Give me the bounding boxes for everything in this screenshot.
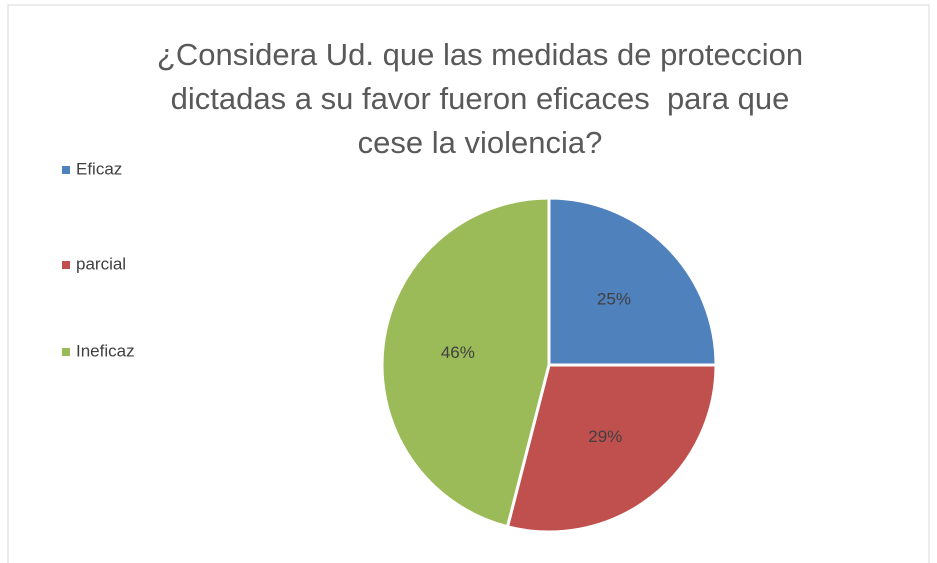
data-label: 29% bbox=[588, 427, 622, 446]
data-label: 25% bbox=[597, 290, 631, 309]
chart-title: ¿Considera Ud. que las medidas de protec… bbox=[156, 37, 804, 160]
pie-slice bbox=[380, 196, 551, 529]
frame bbox=[7, 4, 930, 563]
legend-label: Eficaz bbox=[76, 159, 122, 178]
legend-label: Ineficaz bbox=[76, 341, 135, 360]
legend-swatch bbox=[62, 166, 70, 174]
legend-label: parcial bbox=[76, 254, 126, 273]
pie-slice bbox=[505, 363, 718, 534]
data-label: 46% bbox=[441, 343, 475, 362]
legend-swatch bbox=[62, 261, 70, 269]
pie-slice bbox=[547, 196, 718, 367]
legend-swatch bbox=[62, 348, 70, 356]
